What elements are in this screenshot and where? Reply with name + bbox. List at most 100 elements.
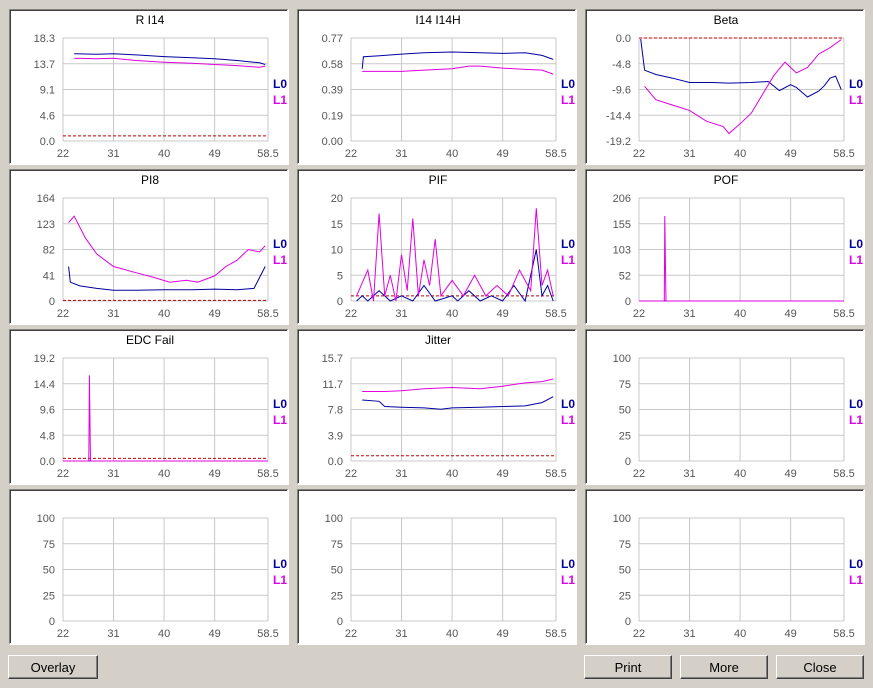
y-tick-label: 50 bbox=[619, 405, 631, 417]
y-tick-label: 0 bbox=[49, 296, 55, 308]
overlay-button[interactable]: Overlay bbox=[8, 655, 98, 679]
x-tick-label: 40 bbox=[158, 308, 170, 320]
chart-title: PIF bbox=[429, 173, 448, 187]
chart-panel-6: POF 206 155 103 52 0 22 31 40 49 58.5 L0 L1 bbox=[585, 169, 865, 325]
y-tick-label: -19.2 bbox=[606, 136, 631, 148]
y-tick-label: 0.39 bbox=[322, 85, 343, 97]
x-tick-label: 40 bbox=[158, 628, 170, 640]
chart-panel-4: PI8 164 123 82 41 0 22 31 40 49 58.5 L0 L1 bbox=[9, 169, 289, 325]
legend-l0: L0 bbox=[849, 397, 863, 411]
x-tick-label: 22 bbox=[633, 468, 645, 480]
series-line-l1 bbox=[362, 379, 553, 392]
legend-l0: L0 bbox=[273, 557, 287, 571]
chart-title: POF bbox=[714, 173, 739, 187]
more-button[interactable]: More bbox=[680, 655, 768, 679]
x-tick-label: 58.5 bbox=[833, 308, 854, 320]
x-tick-label: 49 bbox=[209, 628, 221, 640]
x-tick-label: 22 bbox=[345, 148, 357, 160]
x-tick-label: 58.5 bbox=[833, 468, 854, 480]
x-tick-label: 40 bbox=[446, 628, 458, 640]
chart-svg: Beta0.0-4.8-9.6-14.4-19.222 31 40 49 58.5L0L… bbox=[586, 10, 864, 164]
close-button[interactable]: Close bbox=[776, 655, 864, 679]
legend-l0: L0 bbox=[561, 237, 575, 251]
y-tick-label: 13.7 bbox=[34, 59, 55, 71]
chart-panel-9: 100 75 50 25 0 22 31 40 49 58.5 L0 L1 bbox=[585, 329, 865, 485]
series-line-l0 bbox=[362, 397, 553, 410]
chart-panel-8: Jitter 15.7 11.7 7.8 3.9 0.0 22 31 40 49 58.5 L0 L1 bbox=[297, 329, 577, 485]
x-tick-label: 40 bbox=[734, 148, 746, 160]
x-tick-label: 22 bbox=[57, 308, 69, 320]
y-tick-label: 25 bbox=[619, 590, 631, 602]
x-tick-label: 58.5 bbox=[257, 308, 278, 320]
x-tick-label: 40 bbox=[734, 308, 746, 320]
y-tick-label: 0 bbox=[337, 616, 343, 628]
legend-l1: L1 bbox=[561, 573, 575, 587]
chart-svg: POF20615510352022 31 40 49 58.5L0L1 bbox=[586, 170, 864, 324]
y-tick-label: 18.3 bbox=[34, 33, 55, 45]
x-tick-label: 58.5 bbox=[833, 148, 854, 160]
chart-title: R I14 bbox=[136, 13, 165, 27]
legend-l1: L1 bbox=[273, 93, 287, 107]
x-tick-label: 49 bbox=[209, 308, 221, 320]
x-tick-label: 40 bbox=[158, 468, 170, 480]
x-tick-label: 31 bbox=[683, 148, 695, 160]
chart-svg: PIF2015105022 31 40 49 58.5L0L1 bbox=[298, 170, 576, 324]
legend-l1: L1 bbox=[561, 253, 575, 267]
y-tick-label: 75 bbox=[619, 539, 631, 551]
x-tick-label: 58.5 bbox=[545, 628, 566, 640]
x-tick-label: 31 bbox=[395, 148, 407, 160]
chart-svg: Jitter15.711.77.83.90.022 31 40 49 58.5L0L1 bbox=[298, 330, 576, 484]
y-tick-label: 0 bbox=[49, 616, 55, 628]
x-tick-label: 58.5 bbox=[545, 468, 566, 480]
y-tick-label: 100 bbox=[613, 353, 631, 365]
x-tick-label: 31 bbox=[683, 308, 695, 320]
chart-title: I14 I14H bbox=[415, 13, 460, 27]
series-line-l1 bbox=[639, 216, 844, 301]
print-button[interactable]: Print bbox=[584, 655, 672, 679]
y-tick-label: 82 bbox=[43, 245, 55, 257]
x-tick-label: 40 bbox=[446, 308, 458, 320]
legend-l1: L1 bbox=[849, 253, 863, 267]
y-tick-label: 14.4 bbox=[34, 379, 55, 391]
chart-svg: 100 75 50 25 022 31 40 49 58.5 L0 L1 bbox=[586, 490, 864, 644]
y-tick-label: 4.6 bbox=[40, 110, 55, 122]
y-tick-label: 7.8 bbox=[328, 405, 343, 417]
y-tick-label: 9.6 bbox=[40, 405, 55, 417]
x-tick-label: 49 bbox=[785, 148, 797, 160]
y-tick-label: 0 bbox=[337, 296, 343, 308]
y-tick-label: 15 bbox=[331, 219, 343, 231]
x-tick-label: 49 bbox=[785, 628, 797, 640]
y-tick-label: 123 bbox=[37, 219, 55, 231]
series-line-l1 bbox=[357, 208, 554, 301]
x-tick-label: 58.5 bbox=[257, 148, 278, 160]
y-tick-label: -14.4 bbox=[606, 110, 631, 122]
y-tick-label: 0 bbox=[625, 456, 631, 468]
y-tick-label: 0.0 bbox=[40, 136, 55, 148]
x-tick-label: 40 bbox=[734, 628, 746, 640]
x-tick-label: 31 bbox=[107, 308, 119, 320]
chart-svg: EDC Fail19.214.49.64.80.022 31 40 49 58.5L0L… bbox=[10, 330, 288, 484]
x-tick-label: 49 bbox=[209, 468, 221, 480]
y-tick-label: 5 bbox=[337, 270, 343, 282]
x-tick-label: 22 bbox=[633, 308, 645, 320]
chart-svg: PI81641238241022 31 40 49 58.5L0L1 bbox=[10, 170, 288, 324]
y-tick-label: 25 bbox=[43, 590, 55, 602]
x-tick-label: 49 bbox=[497, 148, 509, 160]
y-tick-label: 100 bbox=[325, 513, 343, 525]
y-tick-label: 155 bbox=[613, 219, 631, 231]
chart-panel-3: Beta 0.0 -4.8 -9.6 -14.4 -19.2 22 31 40 49 58.5 L0 L… bbox=[585, 9, 865, 165]
legend-l0: L0 bbox=[561, 397, 575, 411]
chart-svg: 100 75 50 25 022 31 40 49 58.5 L0 L1 bbox=[586, 330, 864, 484]
legend-l1: L1 bbox=[561, 413, 575, 427]
y-tick-label: 41 bbox=[43, 270, 55, 282]
x-tick-label: 22 bbox=[345, 468, 357, 480]
x-tick-label: 49 bbox=[497, 628, 509, 640]
x-tick-label: 49 bbox=[785, 468, 797, 480]
x-tick-label: 31 bbox=[395, 468, 407, 480]
chart-panel-11: 100 75 50 25 0 22 31 40 49 58.5 L0 L1 bbox=[297, 489, 577, 645]
x-tick-label: 49 bbox=[785, 308, 797, 320]
y-tick-label: 25 bbox=[331, 590, 343, 602]
chart-panel-2: I14 I14H 0.77 0.58 0.39 0.19 0.00 22 31 40 49 58.5… bbox=[297, 9, 577, 165]
series-line-l0 bbox=[69, 267, 266, 291]
